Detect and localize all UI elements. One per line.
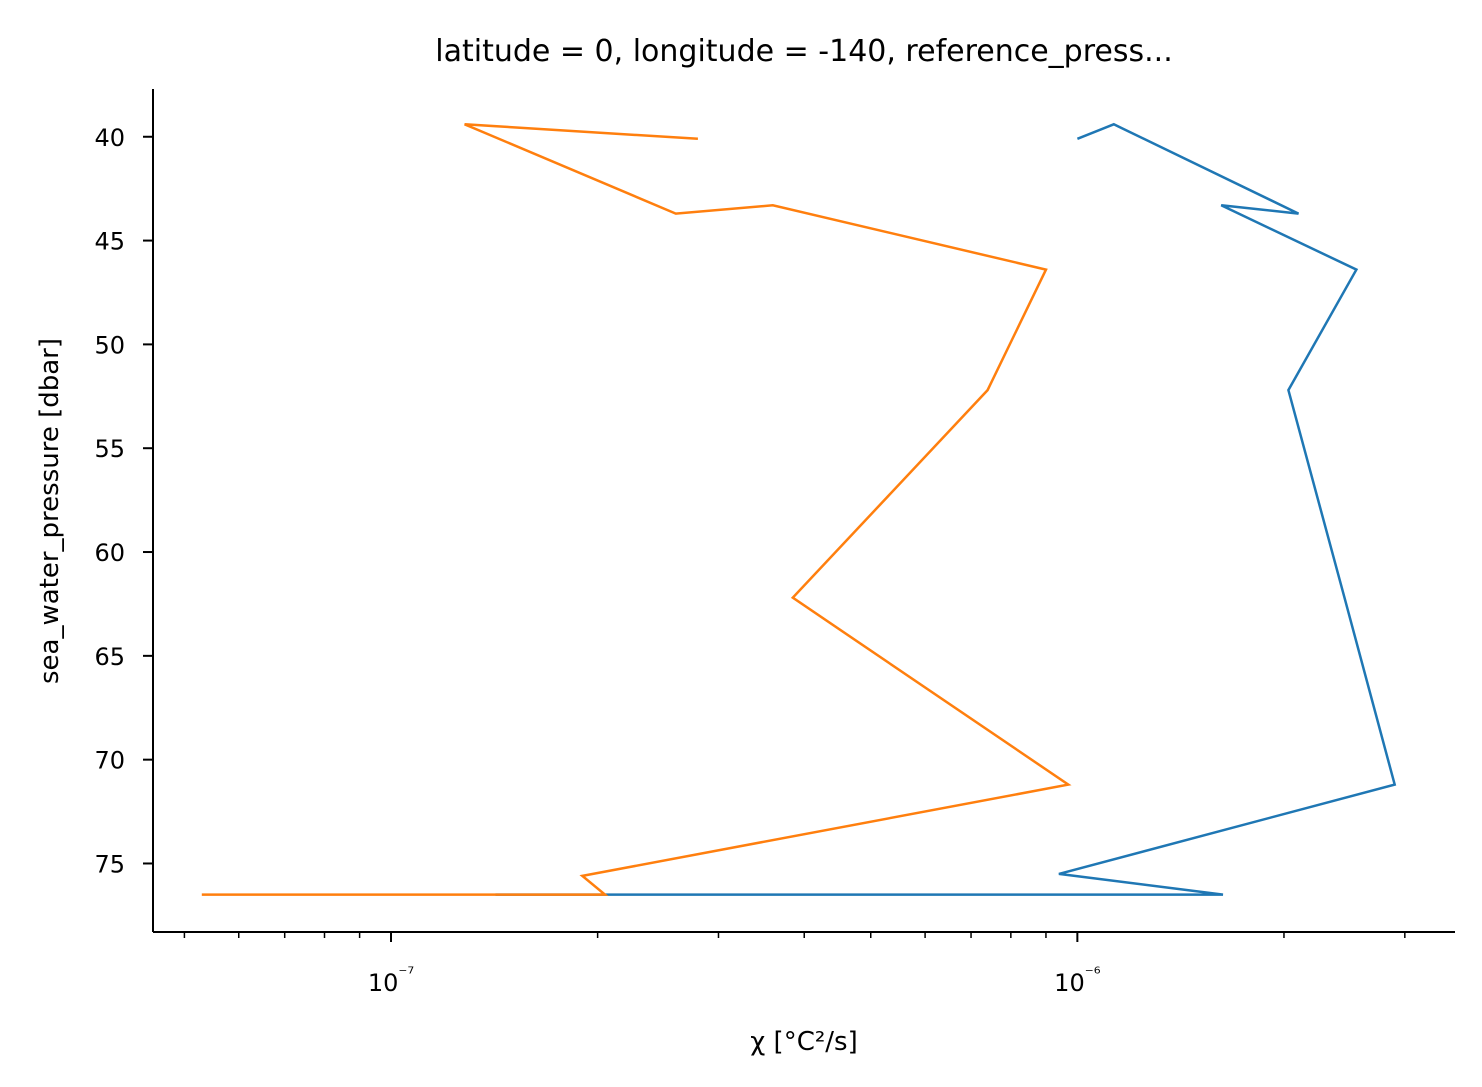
- y-tick-label: 65: [94, 643, 125, 671]
- series-line-1: [495, 122, 1397, 896]
- x-axis-label: χ [°C²/s]: [750, 1027, 857, 1057]
- y-axis-ticks: 40 45 50 55 60 65 70 75: [94, 124, 153, 878]
- y-axis-label: sea_water_pressure [dbar]: [35, 338, 65, 684]
- axes: [152, 89, 1455, 933]
- x-axis-ticks: 10⁻⁷ 10⁻⁶: [183, 932, 1406, 997]
- x-tick-label: 10⁻⁷: [368, 964, 415, 997]
- y-tick-label: 45: [94, 228, 125, 256]
- series-line-2: [201, 123, 1072, 896]
- y-tick-label: 40: [94, 124, 125, 152]
- chart-title: latitude = 0, longitude = -140, referenc…: [435, 34, 1172, 69]
- y-tick-label: 55: [94, 435, 125, 463]
- x-tick-label: 10⁻⁶: [1054, 964, 1101, 997]
- y-tick-label: 75: [94, 850, 125, 878]
- plot-lines: [201, 122, 1397, 896]
- y-tick-label: 70: [94, 747, 125, 775]
- y-tick-label: 50: [94, 331, 125, 359]
- y-tick-label: 60: [94, 539, 125, 567]
